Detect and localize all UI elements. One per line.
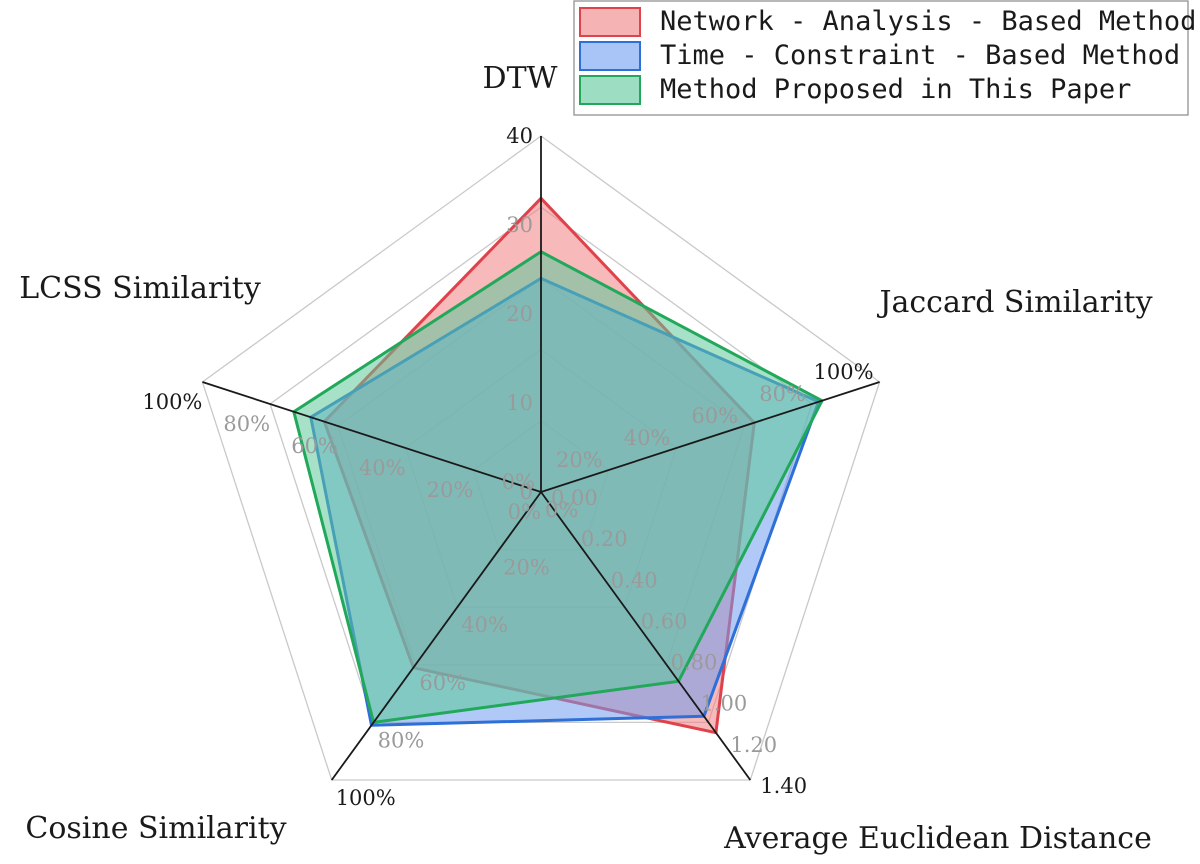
axis-line-euclid: [540, 491, 752, 781]
tick-label: 0.60: [641, 609, 688, 633]
tick-label: 0: [520, 480, 533, 504]
tick-label: 20%: [503, 556, 550, 580]
tick-label: 20%: [427, 478, 474, 502]
tick-label: 20: [506, 302, 533, 326]
tick-label: 30: [506, 213, 533, 237]
tick-label: 10: [506, 391, 533, 415]
tick-label: 100%: [814, 360, 874, 384]
axis-line-lcss: [202, 381, 542, 493]
axis-title-lcss: LCSS Similarity: [19, 271, 261, 306]
tick-label: 60%: [419, 671, 466, 695]
tick-label: 60%: [291, 434, 338, 458]
tick-label: 40%: [359, 456, 406, 480]
legend-label-1: Time - Constraint - Based Method: [660, 40, 1180, 71]
radar-tick-labels: 0 10 20 30 40 0% 20% 40% 60% 80% 100% 0.00 0.20 0.40 0…: [142, 124, 873, 810]
tick-label: 1.00: [701, 692, 748, 716]
tick-label: 80%: [378, 728, 425, 752]
tick-label: 40%: [624, 426, 671, 450]
tick-label: 20%: [556, 448, 603, 472]
legend-label-2: Method Proposed in This Paper: [660, 74, 1131, 105]
tick-label: 0%: [502, 470, 535, 494]
radar-series: [292, 196, 824, 735]
tick-label: 0.20: [581, 527, 628, 551]
legend-swatch-2: [579, 75, 641, 105]
tick-label: 1.40: [760, 774, 807, 798]
tick-label: 0.80: [671, 651, 718, 675]
radar-axis-titles: DTW Jaccard Similarity Average Euclidean D…: [19, 61, 1152, 856]
tick-label: 0.40: [611, 568, 658, 592]
tick-label: 80%: [223, 412, 270, 436]
tick-label: 0.00: [551, 486, 598, 510]
legend-label-0: Network - Analysis - Based Method: [660, 6, 1196, 37]
tick-label: 1.20: [730, 733, 777, 757]
tick-label: 80%: [759, 382, 806, 406]
tick-label: 0%: [545, 498, 578, 522]
axis-title-euclid: Average Euclidean Distance: [723, 821, 1152, 856]
radar-axes: [202, 136, 880, 781]
legend-box: [573, 0, 1189, 116]
axis-title-cosine: Cosine Similarity: [25, 811, 286, 846]
tick-label: 40: [506, 124, 533, 148]
tick-label: 0%: [508, 500, 541, 524]
axis-title-jaccard: Jaccard Similarity: [876, 285, 1152, 320]
tick-label: 100%: [336, 786, 396, 810]
tick-label: 60%: [691, 404, 738, 428]
legend-swatch-1: [579, 41, 641, 71]
tick-label: 40%: [461, 613, 508, 637]
axis-line-jaccard: [540, 381, 880, 493]
axis-line-cosine: [330, 491, 542, 781]
legend-swatch-0: [579, 7, 641, 37]
grid-ring: [201, 135, 881, 781]
axis-title-dtw: DTW: [483, 61, 558, 96]
tick-label: 100%: [142, 390, 202, 414]
